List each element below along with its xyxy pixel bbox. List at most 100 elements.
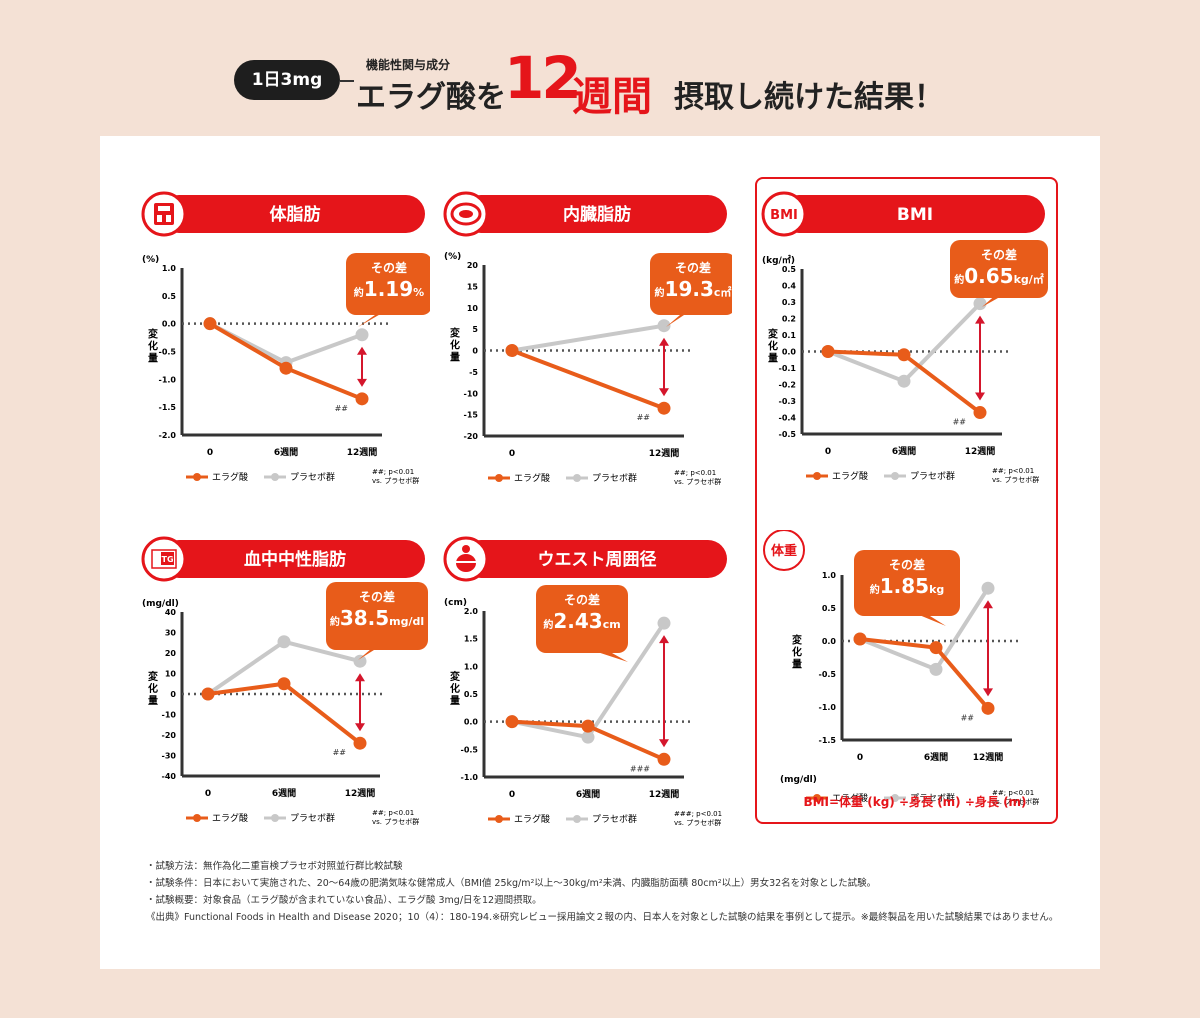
y-tick-label: 0.2 <box>782 315 796 324</box>
scale-display <box>158 206 170 211</box>
chart-title: 体脂肪 <box>270 204 321 225</box>
callout-bubble <box>854 550 960 616</box>
significance-note: vs. プラセボ群 <box>674 477 721 486</box>
x-tick-label: 6週間 <box>892 446 916 457</box>
y-tick-label: 0 <box>472 347 478 356</box>
legend-label-ellagic: エラグ酸 <box>832 792 868 804</box>
callout-unit: c㎡ <box>714 285 732 299</box>
callout-number: 2.43 <box>553 609 602 633</box>
legend-label-placebo: プラセボ群 <box>290 471 335 483</box>
difference-arrow-head <box>355 723 365 732</box>
significance-note: vs. プラセボ群 <box>372 817 419 826</box>
significance-note: ##; p<0.01 <box>992 467 1034 475</box>
y-tick-label: -5 <box>469 368 478 377</box>
dose-badge: 1日3mg <box>234 60 340 100</box>
legend-marker-placebo <box>271 814 279 822</box>
chart-triglyceride: TG 血中中性脂肪 (mg/dl) 変化量 40 30 20 10 0 -10 -20 -30 -40 0… <box>141 536 428 826</box>
y-tick-label: 1.0 <box>822 571 837 580</box>
y-axis-label-char: 化 <box>450 682 460 695</box>
y-tick-label: -20 <box>464 432 479 441</box>
difference-arrow-head <box>659 388 669 397</box>
legend-marker-ellagic <box>495 474 503 482</box>
data-point-placebo <box>277 635 291 649</box>
chart-weight: 体重 (mg/dl) 変化量 1.0 0.5 0.0 -0.5 -1.0 -1.5 0 6週間 12週… <box>763 530 1039 809</box>
legend-marker-ellagic <box>495 815 503 823</box>
legend-label-placebo: プラセボ群 <box>910 792 955 804</box>
data-point-ellagic <box>505 344 519 357</box>
y-tick-label: 15 <box>467 282 479 291</box>
fat-inner <box>459 210 473 218</box>
chart-title: 血中中性脂肪 <box>244 549 346 570</box>
y-tick-label: -0.2 <box>779 381 797 390</box>
callout-label: その差 <box>981 247 1017 262</box>
x-tick-label: 0 <box>509 449 515 459</box>
x-tick-label: 12週間 <box>649 448 680 459</box>
difference-arrow-head <box>659 635 669 644</box>
callout-value: 約38.5mg/dl <box>330 606 424 630</box>
title-banner <box>160 540 425 578</box>
y-tick-label: 20 <box>165 649 177 658</box>
header-title-number: 12 <box>504 44 582 112</box>
y-tick-label: 0.0 <box>464 718 479 727</box>
data-point-placebo <box>657 319 671 333</box>
callout-prefix: 約 <box>330 615 340 628</box>
callout-unit: % <box>413 286 424 299</box>
y-axis-label-char: 量 <box>148 352 158 365</box>
series-line-ellagic <box>859 637 990 710</box>
series-line-ellagic <box>511 348 665 411</box>
y-axis-label-char: 量 <box>148 694 158 707</box>
y-axis-label-char: 化 <box>148 340 158 353</box>
tg-badge <box>161 552 174 565</box>
y-unit-label: (mg/dl) <box>780 775 817 785</box>
significance-note: ##; p<0.01 <box>992 789 1034 797</box>
data-point-placebo <box>973 297 987 311</box>
callout-value: 約0.65kg/㎡ <box>954 264 1044 288</box>
y-tick-label: -0.3 <box>779 397 797 406</box>
difference-arrow-head <box>357 346 367 355</box>
legend-label-placebo: プラセボ群 <box>592 472 637 484</box>
significance-mark: ## <box>335 404 349 413</box>
y-axis-label-char: 量 <box>450 694 460 707</box>
callout-unit: kg/㎡ <box>1014 272 1044 286</box>
y-axis-label-char: 量 <box>792 658 802 671</box>
callout-label: その差 <box>564 592 600 607</box>
y-tick-label: 0.0 <box>162 320 177 329</box>
y-unit-label: (%) <box>444 252 461 262</box>
note-line: 《出典》Functional Foods in Health and Disea… <box>146 912 1059 923</box>
y-axis-label-char: 化 <box>450 339 460 352</box>
y-tick-label: 0.4 <box>782 282 797 291</box>
y-tick-label: -0.4 <box>779 414 797 423</box>
data-point-ellagic <box>973 406 987 420</box>
legend-marker-placebo <box>271 473 279 481</box>
dose-connector <box>340 80 354 82</box>
note-line: ・試験条件：日本において実施された、20～64歳の肥満気味な健常成人（BMI値 … <box>146 878 877 889</box>
y-tick-label: 0.5 <box>822 604 837 613</box>
data-point-ellagic <box>929 641 943 655</box>
callout-prefix: 約 <box>954 273 964 286</box>
significance-note: vs. プラセボ群 <box>992 797 1039 806</box>
x-tick-label: 0 <box>825 447 831 457</box>
legend-label-ellagic: エラグ酸 <box>514 472 550 484</box>
header-title-part2: 摂取し続けた結果！ <box>674 80 944 115</box>
significance-mark: ## <box>333 748 347 757</box>
y-tick-label: 10 <box>467 304 479 313</box>
y-tick-label: 0.5 <box>782 265 797 274</box>
data-point-placebo <box>581 730 595 744</box>
legend-marker-ellagic <box>193 473 201 481</box>
legend-marker-placebo <box>891 794 899 802</box>
weight-badge <box>763 530 805 571</box>
legend-label-placebo: プラセボ群 <box>290 812 335 824</box>
callout-unit: cm <box>603 618 621 631</box>
y-axis-label-char: 量 <box>450 351 460 364</box>
study-notes: ・試験方法：無作為化二重盲検プラセボ対照並行群比較試験 ・試験条件：日本において… <box>146 858 1058 926</box>
y-tick-label: -30 <box>162 752 177 761</box>
chart-title: ウエスト周囲径 <box>538 549 657 570</box>
data-point-ellagic <box>897 348 911 362</box>
x-tick-label: 12週間 <box>965 446 996 457</box>
y-axis-label-char: 化 <box>768 340 778 353</box>
significance-note: vs. プラセボ群 <box>992 475 1039 484</box>
chart-bmi: BMI BMI (kg/㎡) 変化量 0.5 0.4 0.3 0.2 0.1 0.0 -0.1 -0.… <box>761 191 1048 484</box>
y-tick-label: -1.0 <box>159 375 177 384</box>
y-axis-label-char: 変 <box>450 670 461 683</box>
callout-number: 38.5 <box>340 606 389 630</box>
